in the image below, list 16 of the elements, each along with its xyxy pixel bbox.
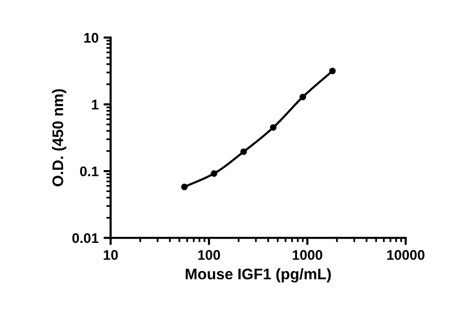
point [329, 68, 336, 74]
y-tick-label: 1 [92, 100, 98, 110]
point [300, 94, 306, 100]
point [181, 184, 188, 190]
x-tick-label: 10000 [387, 250, 424, 260]
x-tick-label: 1000 [292, 250, 322, 260]
y-axis-title: O.D. (450 nm) [52, 89, 66, 186]
y-tick-label: 0.01 [72, 233, 98, 244]
x-axis-title: Mouse IGF1 (pg/mL) [186, 268, 331, 282]
point [240, 148, 247, 155]
point [270, 124, 276, 131]
point [210, 170, 218, 177]
y-tick-label: 10 [84, 32, 98, 43]
y-tick-label: 0.1 [80, 166, 98, 176]
x-tick-label: 10 [104, 250, 118, 260]
x-tick-label: 100 [198, 250, 220, 260]
